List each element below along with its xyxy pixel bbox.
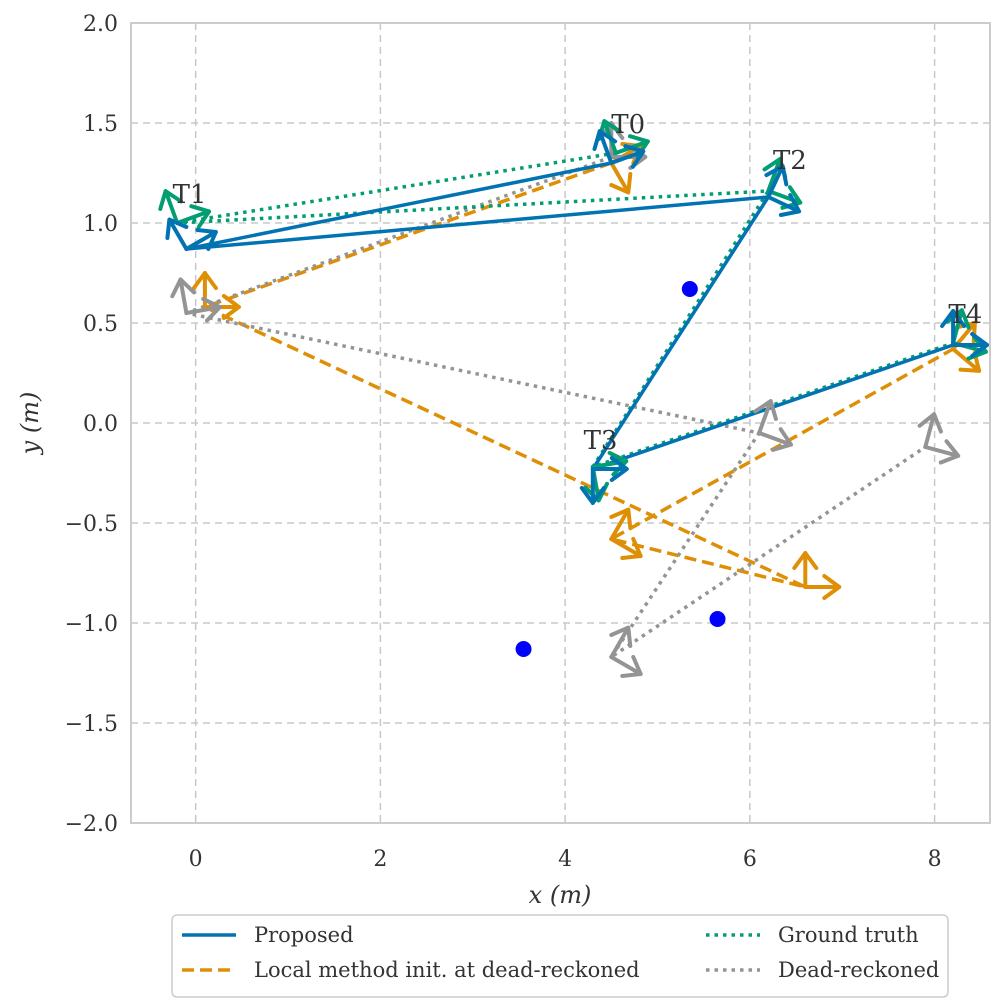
x-tick-label: 8 xyxy=(928,847,942,872)
pose-label: T3 xyxy=(584,426,618,456)
y-tick-label: −2.0 xyxy=(65,812,118,837)
pose-arrow-2 xyxy=(158,189,183,225)
landmark-point xyxy=(515,641,532,657)
pose-arrow-0 xyxy=(940,309,967,347)
y-tick-label: −0.5 xyxy=(65,512,118,537)
axis-ticks: 0 2 4 6 8 −2.0 −1.5 −1.0 −0.5 0.0 0.5 1.0 1.5 2.0 xyxy=(65,12,942,872)
series-line-1 xyxy=(203,161,954,589)
pose-arrow-3 xyxy=(757,427,793,452)
pose-label: T2 xyxy=(773,146,807,176)
pose-annotations: T0 T1 T2 T3 T4 xyxy=(173,110,983,456)
x-tick-label: 2 xyxy=(373,847,387,872)
plot-area xyxy=(131,23,990,823)
pose-arrow-2 xyxy=(175,204,212,229)
pose-arrow-0 xyxy=(590,456,629,482)
y-tick-label: 0.5 xyxy=(83,312,118,337)
y-tick-label: −1.5 xyxy=(65,712,118,737)
pose-arrow-3 xyxy=(609,625,633,659)
legend: Proposed Local method init. at dead-reck… xyxy=(171,914,949,998)
y-tick-label: 1.5 xyxy=(83,112,118,137)
pose-arrow-0 xyxy=(766,193,802,217)
plot-frame xyxy=(130,22,991,824)
pose-arrow-1 xyxy=(609,537,643,560)
landmark-point xyxy=(681,281,698,297)
pose-arrow-1 xyxy=(803,574,842,600)
y-axis-label: y (m) xyxy=(16,392,44,456)
y-tick-label: 0.0 xyxy=(83,412,118,437)
pose-arrow-0 xyxy=(951,332,990,358)
y-tick-label: −1.0 xyxy=(65,612,118,637)
x-tick-label: 6 xyxy=(743,847,757,872)
pose-label: T4 xyxy=(948,300,982,330)
pose-arrows xyxy=(158,119,990,678)
legend-label-proposed: Proposed xyxy=(254,923,354,947)
pose-arrow-0 xyxy=(165,217,189,251)
pose-label: T1 xyxy=(173,180,207,210)
pose-arrow-0 xyxy=(184,228,218,251)
x-tick-label: 4 xyxy=(558,847,572,872)
pose-arrow-1 xyxy=(609,161,633,195)
pose-arrow-0 xyxy=(592,129,618,165)
landmark-point xyxy=(709,611,726,627)
legend-label-dead-reckoned: Dead-reckoned xyxy=(778,958,939,982)
landmark-points xyxy=(515,281,726,657)
pose-arrow-0 xyxy=(764,164,789,199)
pose-label: T0 xyxy=(611,110,645,140)
pose-arrow-3 xyxy=(923,439,961,465)
legend-label-local-method: Local method init. at dead-reckoned xyxy=(254,958,640,982)
legend-label-ground-truth: Ground truth xyxy=(778,923,919,947)
x-axis-label: x (m) xyxy=(529,881,592,909)
pose-arrow-1 xyxy=(792,551,819,589)
pose-arrow-3 xyxy=(170,277,196,315)
pose-arrow-0 xyxy=(579,467,606,505)
grid-lines xyxy=(131,22,990,824)
y-tick-label: 1.0 xyxy=(83,212,118,237)
pose-arrow-3 xyxy=(184,296,222,323)
pose-arrow-3 xyxy=(609,655,643,678)
pose-arrow-1 xyxy=(609,507,633,541)
y-tick-label: 2.0 xyxy=(83,12,118,37)
pose-arrow-3 xyxy=(917,412,943,449)
legend-frame xyxy=(171,914,949,998)
pose-arrow-0 xyxy=(609,144,646,169)
series-line-2 xyxy=(175,151,954,469)
pose-arrow-1 xyxy=(951,347,982,373)
x-tick-label: 0 xyxy=(189,847,203,872)
pose-arrow-3 xyxy=(753,399,778,435)
